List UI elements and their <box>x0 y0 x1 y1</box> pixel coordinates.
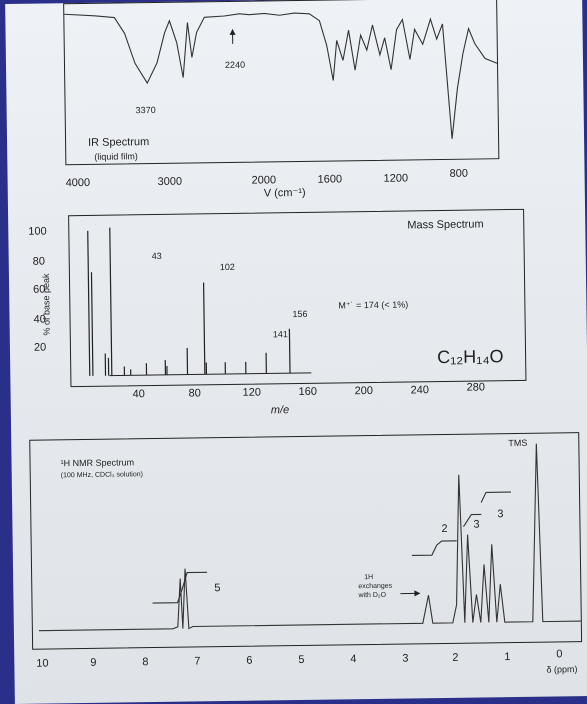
ms-xtick: 120 <box>243 387 262 399</box>
nmr-exchange-note: 1H <box>364 574 373 581</box>
nmr-integration-3b: 3 <box>497 508 503 520</box>
nmr-xtick: 3 <box>402 652 408 664</box>
ms-yaxis: 100 80 60 40 20 % of base peak <box>22 219 74 380</box>
nmr-xtick: 10 <box>36 658 48 670</box>
ir-xtick: 2000 <box>252 174 277 186</box>
nmr-title: ¹H NMR Spectrum <box>60 457 134 468</box>
ir-xtick: 3000 <box>158 176 183 188</box>
nmr-integral-2 <box>412 541 457 556</box>
nmr-xtick: 4 <box>350 653 356 665</box>
ir-xtick: 800 <box>449 168 468 180</box>
ms-xtick: 200 <box>354 385 373 397</box>
nmr-exchange-note: exchanges <box>358 583 392 590</box>
nmr-panel: ¹H NMR Spectrum (100 MHz, CDCl₃ solution… <box>29 432 582 650</box>
ms-xtick: 240 <box>410 384 429 396</box>
ir-xtick: 1600 <box>318 173 343 185</box>
ms-bar <box>289 329 290 373</box>
ms-ytick: 80 <box>33 256 45 268</box>
nmr-xaxis: 10 9 8 7 6 5 4 3 2 1 0 δ (ppm) <box>32 642 581 690</box>
nmr-xtick: 1 <box>504 651 510 663</box>
ms-formula: C₁₂H₁₄O <box>437 346 504 368</box>
nmr-integration-5: 5 <box>214 582 220 594</box>
nmr-xtick: 9 <box>90 657 96 669</box>
ir-2240-arrowhead <box>230 29 236 35</box>
nmr-xtick: 2 <box>452 652 458 664</box>
ir-xaxis: 4000 3000 2000 1600 1200 800 V (cm⁻¹) <box>65 157 498 203</box>
nmr-xlabel: δ (ppm) <box>546 664 577 674</box>
ir-spectrum-panel: 2240 3370 IR Spectrum (liquid film) <box>63 0 499 165</box>
ms-bar <box>91 272 92 376</box>
ms-peak-label: 102 <box>220 262 235 272</box>
ms-bar <box>204 283 205 375</box>
ms-bar <box>88 231 90 376</box>
ms-title: Mass Spectrum <box>407 218 484 231</box>
nmr-exchange-note: with D₂O <box>358 592 386 599</box>
ms-peak-label: 156 <box>292 309 307 319</box>
ms-ytick: 20 <box>34 342 46 354</box>
nmr-integration-3a: 3 <box>473 518 479 530</box>
nmr-subtitle: (100 MHz, CDCl₃ solution) <box>61 471 143 479</box>
nmr-xtick: 7 <box>194 655 200 667</box>
nmr-xtick: 5 <box>298 654 304 666</box>
textbook-page: 2240 3370 IR Spectrum (liquid film) 4000… <box>5 0 587 704</box>
ir-title: IR Spectrum <box>88 136 149 149</box>
nmr-integral-3b <box>481 492 511 502</box>
ms-peak-label: 43 <box>152 251 162 261</box>
ms-xaxis: 40 80 120 160 200 240 280 m/e <box>70 379 525 425</box>
nmr-integration-2: 2 <box>441 523 447 535</box>
ms-xtick: 160 <box>299 386 318 398</box>
ms-molecular-ion: M⁺˙ = 174 (< 1%) <box>338 299 408 311</box>
ir-xtick: 1200 <box>384 172 409 184</box>
ir-xtick: 4000 <box>66 177 91 189</box>
nmr-xtick: 0 <box>556 648 562 660</box>
nmr-xtick: 8 <box>142 656 148 668</box>
ms-panel: 43 102 156 141 Mass Spectrum M⁺˙ = 174 (… <box>68 209 526 387</box>
ir-subtitle: (liquid film) <box>94 151 138 162</box>
ms-bar <box>110 228 112 376</box>
ms-ytick: 100 <box>28 226 47 238</box>
ir-peak-2240-label: 2240 <box>225 60 245 70</box>
ms-xtick: 40 <box>133 388 145 400</box>
ms-xtick: 280 <box>466 381 485 393</box>
ms-xtick: 80 <box>189 387 201 399</box>
ms-xlabel: m/e <box>271 404 290 416</box>
ms-ylabel: % of base peak <box>41 273 52 335</box>
nmr-tms-label: TMS <box>508 438 527 448</box>
ir-xlabel: V (cm⁻¹) <box>264 186 306 200</box>
ir-trace <box>64 8 498 144</box>
nmr-exchange-arrowhead <box>414 590 420 596</box>
ms-peak-label: 141 <box>273 329 288 339</box>
ms-baseline <box>109 373 311 376</box>
nmr-xtick: 6 <box>246 655 252 667</box>
ir-peak-3370-label: 3370 <box>136 105 156 115</box>
